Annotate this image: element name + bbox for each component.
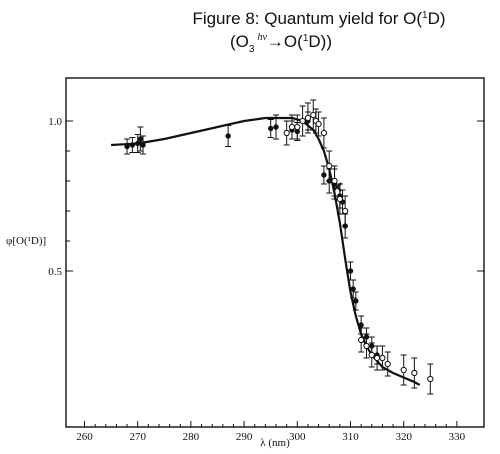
data-point-filled <box>137 136 144 142</box>
data-point-filled <box>350 286 356 292</box>
x-tick-label: 270 <box>129 431 146 443</box>
data-point-open <box>304 114 312 122</box>
data-point-filled <box>225 133 231 139</box>
axis-ticks <box>66 120 484 427</box>
data-point-open <box>363 342 370 350</box>
data-point-open <box>320 129 327 137</box>
x-tick-label: 290 <box>236 431 253 443</box>
data-point-open <box>374 354 381 362</box>
data-point-open <box>315 120 322 128</box>
figure-title-line-1: Figure 8: Quantum yield for O(1D) <box>192 9 445 28</box>
data-point-filled <box>129 142 136 148</box>
title-text-1: Figure 8: Quantum yield for O( <box>192 9 422 28</box>
x-axis-label: λ (nm) <box>260 437 290 449</box>
data-point-open <box>411 369 418 377</box>
data-point-open <box>288 123 296 131</box>
data-point-filled <box>353 298 359 304</box>
plot-frame <box>65 77 485 428</box>
title-sub-2: 3 <box>249 44 255 55</box>
title-open-2: (O <box>230 32 249 51</box>
title-arrow-2: →O( <box>267 32 303 51</box>
title-hv-2: hν <box>257 32 267 43</box>
x-tick-label: 310 <box>342 431 359 443</box>
data-point-open <box>326 162 333 170</box>
data-point-filled <box>321 172 327 178</box>
title-end-2: D)) <box>308 32 332 51</box>
y-tick-label: 0.5 <box>48 266 62 278</box>
y-axis-label: φ[O(¹D)] <box>6 235 46 247</box>
data-point-open <box>294 123 301 131</box>
data-point-open <box>427 375 434 383</box>
x-tick-label: 320 <box>395 431 412 443</box>
data-point-open <box>336 195 343 203</box>
x-tick-label: 300 <box>289 431 306 443</box>
data-point-open <box>358 336 365 344</box>
y-tick-labels: 0.5 1.0 <box>48 116 62 278</box>
data-point-filled <box>273 124 279 130</box>
data-point-open <box>400 366 407 374</box>
x-tick-labels: 260 270 280 290 300 310 320 330 <box>76 431 465 443</box>
data-point-open <box>310 111 317 119</box>
data-point-open <box>368 351 375 359</box>
title-sup-2: 1 <box>303 33 309 44</box>
y-tick-label: 1.0 <box>48 116 62 128</box>
data-point-filled <box>347 268 354 274</box>
data-point-filled <box>140 142 146 148</box>
title-sup-1: 1 <box>422 10 428 21</box>
x-tick-label: 280 <box>183 431 200 443</box>
data-point-open <box>283 129 290 137</box>
data-point-open <box>384 360 391 368</box>
x-tick-label: 330 <box>449 431 466 443</box>
data-point-filled <box>268 125 274 132</box>
data-point-filled <box>358 322 364 328</box>
figure-title-line-2: (O3hν→O(1D)) <box>230 32 332 55</box>
data-point-filled <box>134 140 141 147</box>
x-tick-label: 260 <box>76 431 93 443</box>
data-point-filled <box>124 143 130 150</box>
data-point-open <box>379 354 386 362</box>
data-point-open <box>331 177 338 185</box>
title-end-1: D) <box>428 9 446 28</box>
data-points <box>124 99 434 395</box>
data-point-x <box>332 182 342 192</box>
data-point-open <box>299 117 306 125</box>
data-point-open <box>342 207 349 215</box>
